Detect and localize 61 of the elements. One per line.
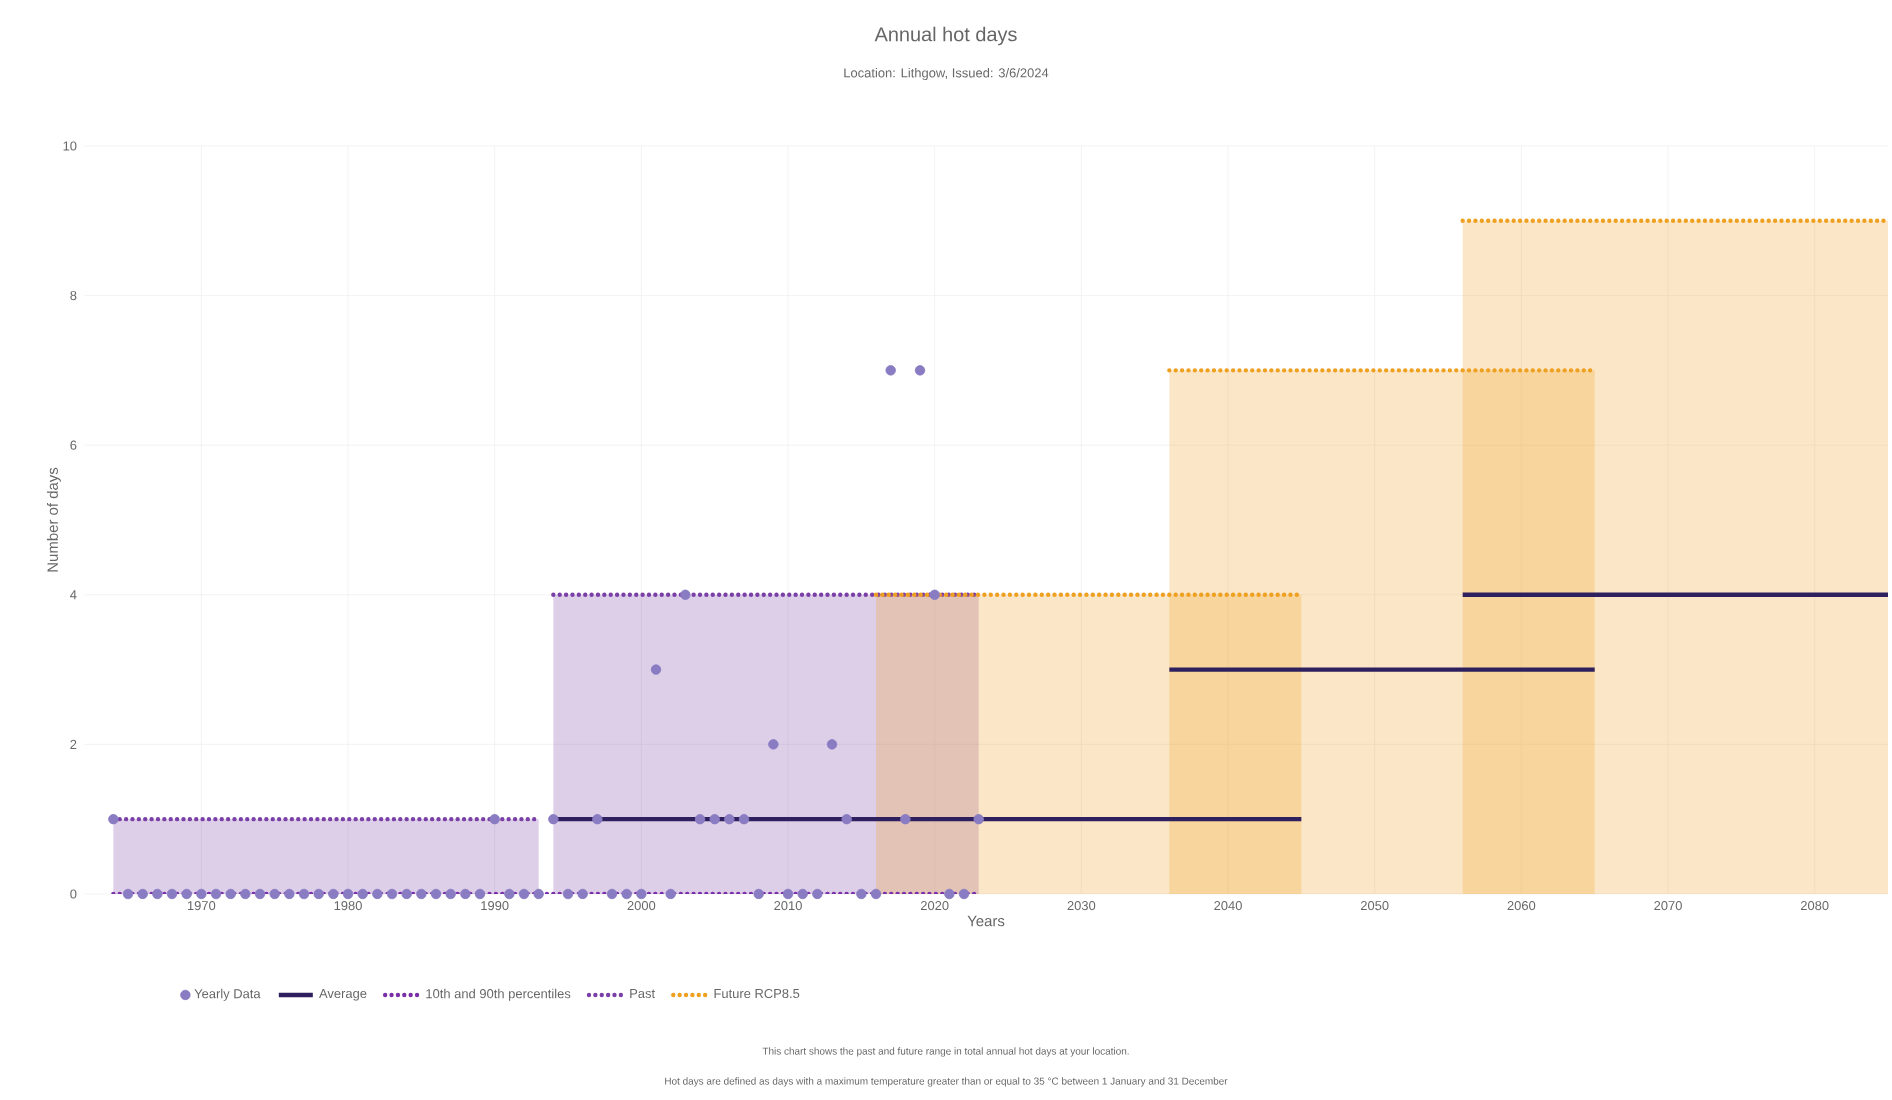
point: [753, 888, 764, 900]
point: [548, 813, 559, 825]
point: [709, 813, 720, 825]
point: [929, 589, 940, 600]
point: [826, 739, 838, 750]
point: [958, 888, 970, 900]
point: [724, 813, 735, 825]
point: [592, 813, 603, 825]
point: [636, 888, 647, 900]
point: [445, 888, 456, 900]
point: [181, 888, 192, 900]
point: [357, 888, 368, 900]
point: [430, 888, 442, 900]
point: [650, 664, 662, 675]
point: [812, 888, 823, 900]
point: [284, 888, 295, 900]
point: [166, 888, 178, 900]
point: [973, 813, 984, 825]
point: [108, 813, 119, 825]
point: [122, 888, 134, 900]
point: [240, 888, 251, 900]
point: [372, 888, 383, 900]
point: [900, 813, 911, 825]
point: [489, 813, 500, 825]
point: [870, 888, 882, 900]
point: [254, 888, 266, 900]
point: [196, 888, 207, 900]
point: [386, 888, 398, 900]
point: [533, 888, 544, 900]
point: [518, 888, 530, 900]
point: [606, 888, 618, 900]
point: [665, 888, 676, 900]
point: [885, 365, 896, 376]
point: [562, 888, 574, 900]
point: [313, 888, 324, 900]
point: [460, 888, 471, 900]
point: [797, 888, 808, 900]
point: [269, 888, 280, 900]
point: [577, 888, 588, 900]
point: [416, 888, 427, 900]
point: [137, 888, 148, 900]
point: [401, 888, 412, 900]
point: [210, 888, 222, 900]
point: [225, 888, 236, 900]
point: [342, 888, 354, 900]
point: [328, 888, 339, 900]
point: [298, 888, 310, 900]
point: [841, 813, 852, 825]
point: [738, 813, 750, 825]
point: [782, 888, 794, 900]
point: [694, 813, 706, 825]
point: [621, 888, 632, 900]
point: [944, 888, 955, 900]
point: [152, 888, 163, 900]
point: [504, 888, 515, 900]
chart-title: Annual hot days: [874, 26, 1017, 46]
point: [680, 589, 691, 600]
point: [768, 739, 779, 750]
point: [474, 888, 486, 900]
point: [914, 365, 926, 376]
point: [856, 888, 867, 900]
